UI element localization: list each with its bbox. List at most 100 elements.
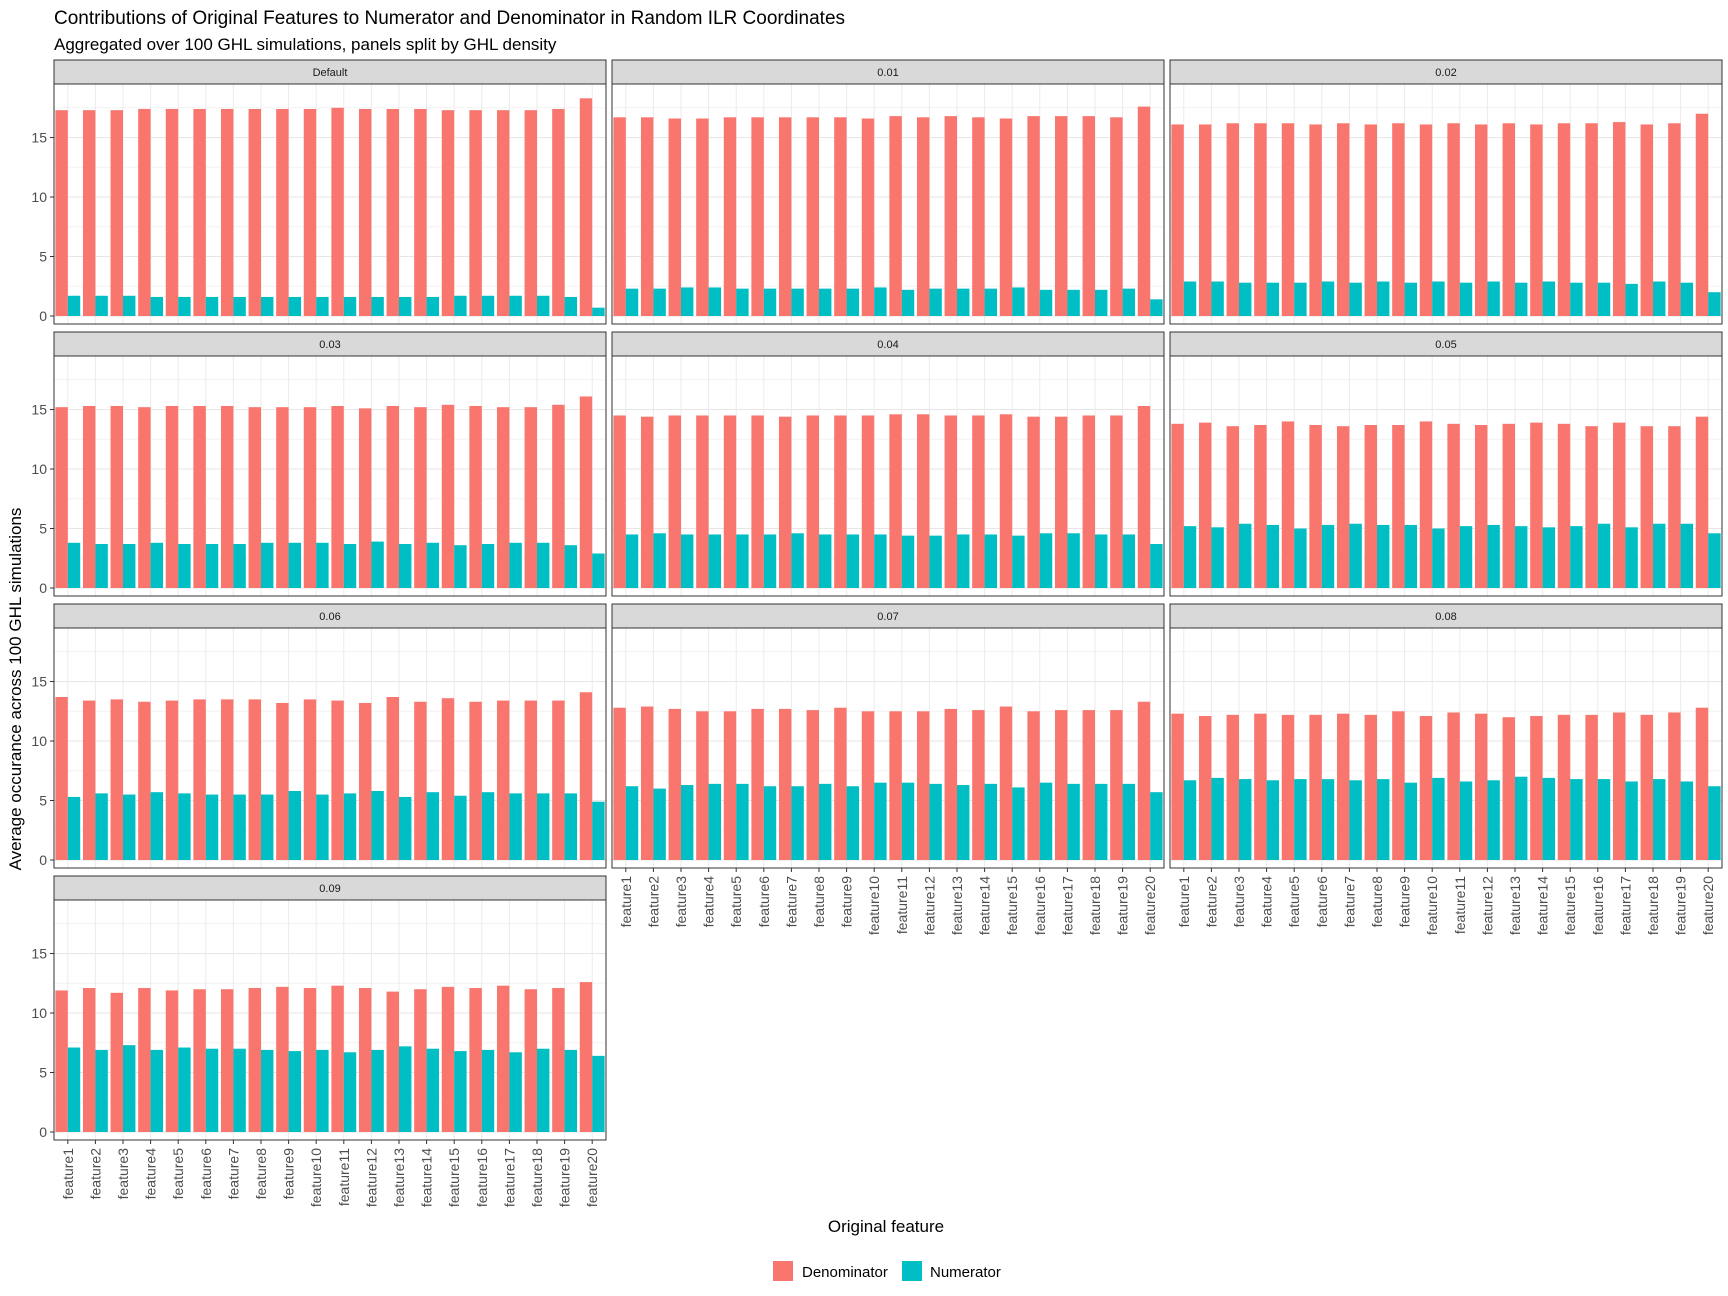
bar-denominator	[1392, 711, 1405, 860]
bar-numerator	[874, 782, 887, 860]
bar-numerator	[537, 542, 550, 588]
bar-numerator	[1321, 281, 1335, 316]
bar-numerator	[426, 542, 440, 588]
bar-numerator	[564, 296, 578, 316]
bar-denominator	[640, 117, 654, 316]
bar-numerator	[481, 543, 495, 588]
bar-numerator	[929, 783, 942, 860]
bar-numerator	[1067, 783, 1080, 860]
bar-denominator	[1198, 124, 1212, 316]
bar-denominator	[414, 701, 427, 860]
y-tick-label: 10	[31, 189, 47, 205]
x-tick-label: feature2	[645, 876, 661, 928]
bar-numerator	[261, 296, 274, 316]
bar-denominator	[496, 985, 510, 1132]
bar-numerator	[1487, 524, 1500, 588]
bar-numerator	[1294, 282, 1307, 316]
panel-background	[54, 628, 606, 868]
bar-numerator	[1095, 289, 1108, 316]
bar-denominator	[834, 707, 847, 860]
bar-denominator	[524, 700, 537, 860]
x-tick-label: feature11	[894, 876, 910, 934]
bar-denominator	[331, 985, 344, 1132]
bar-numerator	[399, 1046, 412, 1132]
bar-denominator	[358, 108, 372, 316]
bar-denominator	[1640, 714, 1653, 860]
x-tick-label: feature4	[1259, 876, 1275, 928]
panel-border	[1169, 83, 1723, 325]
bar-numerator	[1459, 781, 1473, 860]
bar-denominator	[220, 108, 234, 316]
bar-denominator	[1137, 701, 1151, 860]
bar-numerator	[1183, 526, 1197, 588]
bar-numerator	[791, 786, 804, 860]
bar-numerator	[984, 783, 998, 860]
bar-denominator	[1585, 123, 1598, 316]
bar-denominator	[972, 710, 985, 860]
bar-numerator	[95, 543, 108, 588]
bar-numerator	[1487, 780, 1500, 860]
bar-denominator	[165, 405, 179, 588]
bar-numerator	[537, 1048, 550, 1132]
bar-numerator	[454, 795, 467, 860]
facet-strip-label: 0.09	[319, 883, 340, 895]
facet-strip	[53, 59, 607, 85]
y-tick-label: 0	[39, 580, 47, 596]
bar-denominator	[696, 118, 709, 316]
bar-denominator	[1110, 117, 1123, 316]
x-tick-label: feature1	[618, 876, 634, 928]
bar-numerator	[316, 542, 329, 588]
bar-denominator	[806, 117, 819, 316]
y-tick-label: 15	[31, 130, 47, 146]
x-tick-label: feature9	[281, 1148, 297, 1200]
bar-numerator	[736, 783, 749, 860]
bar-denominator	[1027, 711, 1040, 860]
bar-denominator	[613, 707, 626, 860]
bar-denominator	[1336, 426, 1350, 588]
bar-numerator	[1377, 524, 1390, 588]
bar-numerator	[95, 1049, 108, 1132]
facet-strip-label: Default	[313, 67, 348, 79]
bar-denominator	[1392, 425, 1405, 588]
bar-denominator	[696, 711, 709, 860]
bar-numerator	[205, 543, 219, 588]
bar-denominator	[248, 407, 261, 588]
y-tick-label: 5	[39, 1065, 47, 1081]
bar-denominator	[1309, 425, 1322, 588]
bar-denominator	[386, 108, 399, 316]
bar-denominator	[640, 706, 654, 860]
legend: Denominator Numerator	[773, 1261, 1001, 1281]
bar-denominator	[1530, 716, 1543, 860]
bar-denominator	[193, 108, 206, 316]
x-tick-label: feature12	[921, 876, 937, 935]
bar-denominator	[861, 118, 875, 316]
bar-denominator	[579, 982, 593, 1132]
bar-denominator	[441, 986, 455, 1132]
bar-numerator	[1570, 779, 1583, 860]
bar-numerator	[288, 790, 302, 860]
bar-numerator	[846, 534, 860, 588]
bar-denominator	[1474, 713, 1488, 860]
bar-numerator	[763, 288, 777, 316]
x-tick-label: feature17	[1617, 876, 1633, 935]
bar-denominator	[110, 992, 123, 1132]
bar-numerator	[1377, 281, 1390, 316]
x-tick-label: feature19	[1115, 876, 1131, 935]
bar-numerator	[150, 792, 164, 860]
panel-border	[1169, 627, 1723, 869]
bar-denominator	[55, 407, 68, 588]
bar-denominator	[441, 698, 455, 860]
bar-numerator	[481, 295, 495, 316]
bar-numerator	[1039, 533, 1053, 588]
bar-numerator	[929, 535, 942, 588]
bar-numerator	[454, 545, 467, 588]
bar-denominator	[1364, 425, 1377, 588]
bar-numerator	[205, 794, 219, 860]
panel-background	[612, 84, 1164, 324]
bar-denominator	[834, 415, 847, 588]
bar-numerator	[509, 1052, 522, 1132]
bar-denominator	[806, 415, 819, 588]
bar-denominator	[1640, 426, 1653, 588]
bar-denominator	[778, 708, 792, 860]
facet-strip-label: 0.04	[877, 339, 898, 351]
